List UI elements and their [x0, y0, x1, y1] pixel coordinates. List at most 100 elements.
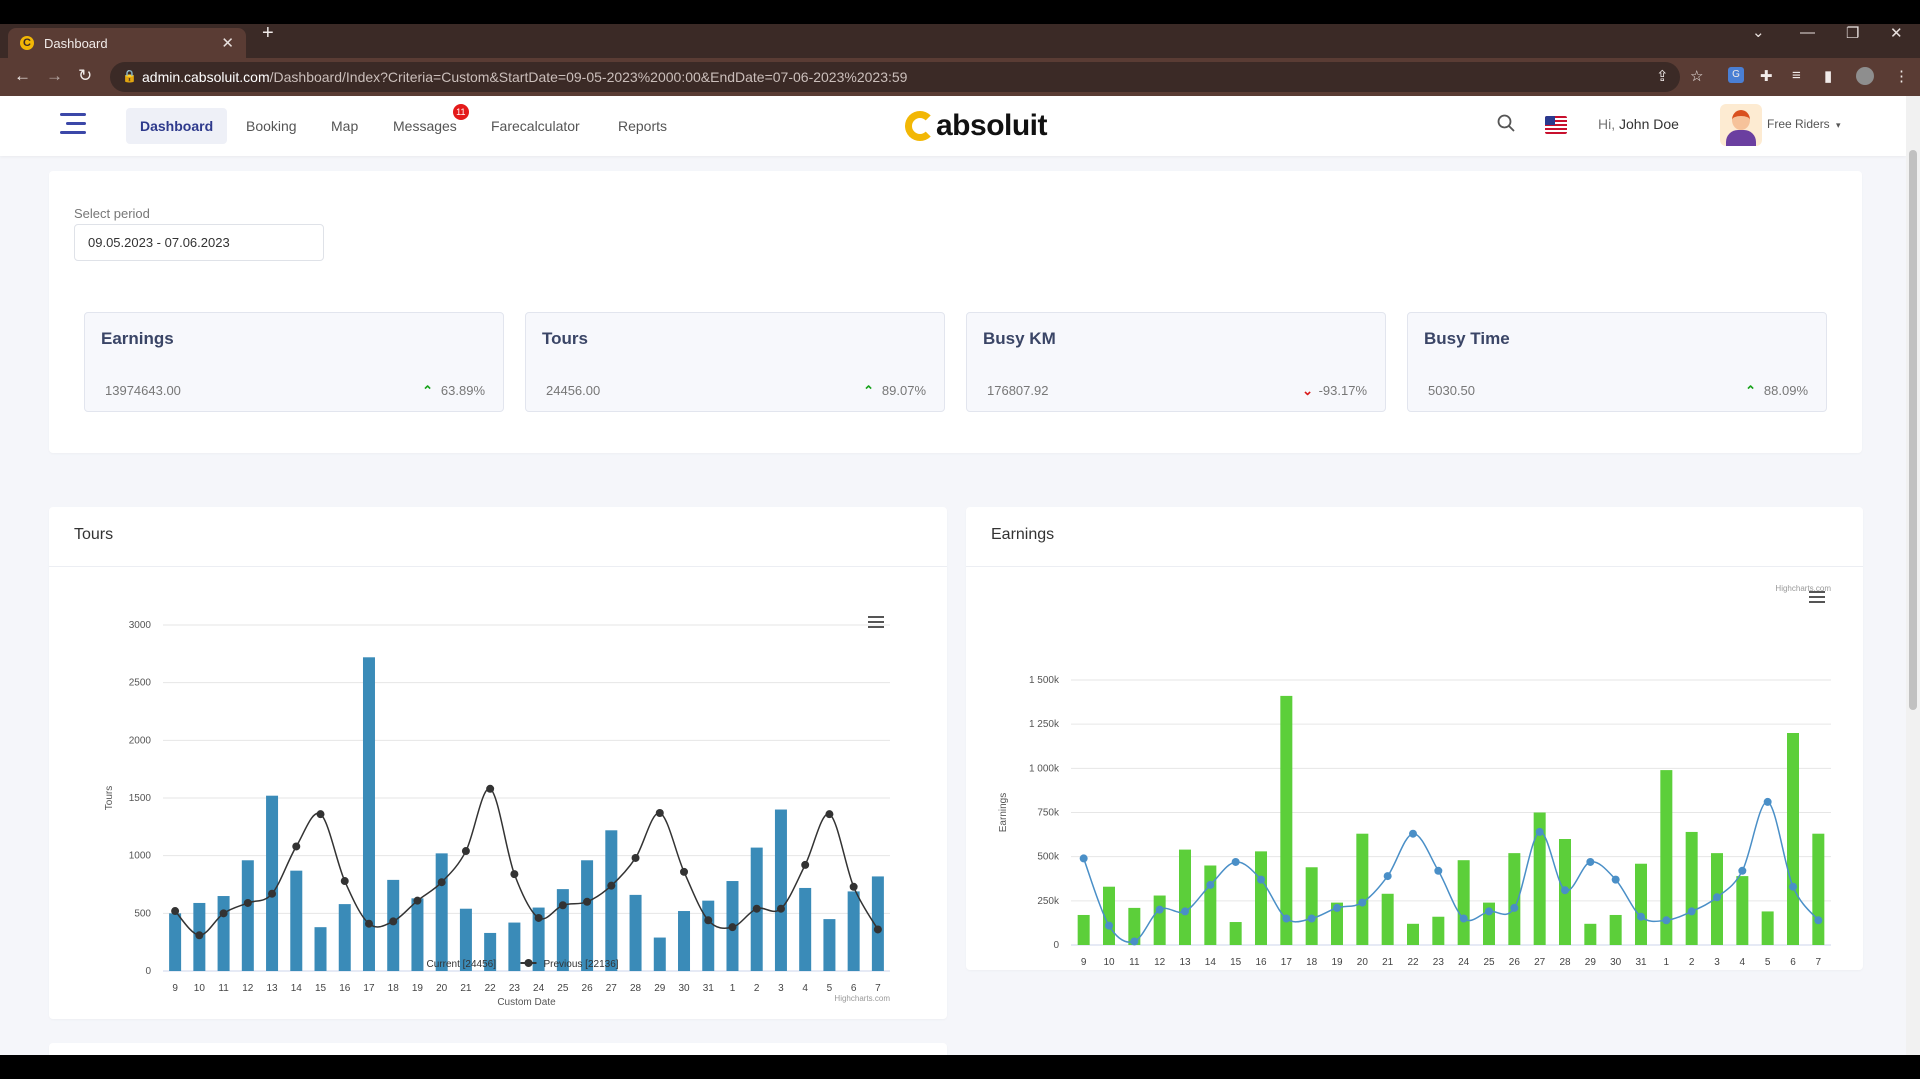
- chart-export-menu-icon[interactable]: [1809, 591, 1825, 603]
- avatar-body: [1726, 130, 1756, 146]
- chart-export-menu-icon[interactable]: [868, 616, 884, 628]
- x-tick-label: 27: [606, 983, 618, 994]
- tab-title: Dashboard: [44, 35, 108, 51]
- cabsoluit-logo[interactable]: absoluit: [905, 108, 1048, 144]
- bar: [678, 911, 691, 971]
- line-point: [1763, 797, 1772, 806]
- extensions-puzzle-icon[interactable]: ✚: [1760, 68, 1773, 85]
- bar: [1407, 923, 1419, 945]
- line-point: [1079, 854, 1088, 863]
- browser-tab-dashboard[interactable]: C Dashboard ✕: [8, 28, 246, 58]
- us-flag-icon[interactable]: [1545, 116, 1567, 134]
- nav-booking[interactable]: Booking: [246, 118, 297, 134]
- side-panel-icon[interactable]: ▮: [1824, 68, 1833, 85]
- greeting-hi: Hi,: [1598, 116, 1616, 132]
- y-tick-label: 750k: [1037, 808, 1060, 819]
- bar: [241, 860, 254, 971]
- nav-messages[interactable]: Messages 11: [379, 104, 471, 144]
- user-avatar[interactable]: [1720, 104, 1762, 146]
- line-point: [1485, 907, 1493, 916]
- x-tick-label: 30: [678, 983, 690, 994]
- earnings-panel-title: Earnings: [991, 526, 1055, 543]
- x-tick-label: 9: [1081, 957, 1087, 968]
- line-point: [510, 870, 519, 879]
- line-point: [1257, 875, 1265, 884]
- page-content: Dashboard Booking Map Messages 11 Fareca…: [0, 96, 1920, 1055]
- bar: [1280, 695, 1293, 945]
- x-tick-label: 30: [1610, 957, 1622, 968]
- bar: [1179, 849, 1191, 945]
- x-tick-label: 18: [388, 983, 400, 994]
- x-tick-label: 11: [1129, 957, 1140, 968]
- x-tick-label: 24: [1458, 957, 1470, 968]
- x-tick-label: 9: [172, 983, 178, 994]
- stat-card-busy-time: Busy Time 5030.50 ⌃ 88.09%: [1407, 312, 1827, 412]
- x-tick-label: 4: [1740, 957, 1746, 968]
- x-tick-label: 26: [1509, 957, 1521, 968]
- x-tick-label: 25: [557, 983, 569, 994]
- back-arrow-icon[interactable]: ←: [14, 66, 31, 85]
- stat-percent: 63.89%: [440, 383, 485, 398]
- bar: [1356, 833, 1369, 945]
- legend-item: Current [24456]: [427, 959, 497, 970]
- x-tick-label: 29: [654, 983, 666, 994]
- share-icon[interactable]: ⇪: [1656, 68, 1669, 85]
- line-point: [1181, 907, 1189, 916]
- bar: [169, 913, 182, 971]
- x-tick-label: 24: [533, 983, 545, 994]
- bar: [1255, 851, 1267, 945]
- bar: [338, 904, 351, 971]
- y-tick-label: 1 250k: [1029, 719, 1060, 730]
- line-point: [873, 925, 882, 934]
- stat-card-earnings: Earnings 13974643.00 ⌃ 63.89%: [84, 312, 504, 412]
- y-tick-label: 0: [145, 966, 151, 977]
- y-tick-label: 2500: [129, 678, 152, 689]
- forward-arrow-icon[interactable]: →: [46, 66, 63, 85]
- url-field[interactable]: 🔒 admin.cabsoluit.com/Dashboard/Index?Cr…: [110, 62, 1680, 92]
- line-point: [1409, 829, 1417, 838]
- line-point: [1155, 905, 1164, 914]
- hamburger-menu-icon[interactable]: [60, 113, 86, 135]
- company-dropdown[interactable]: Free Riders ▾: [1767, 117, 1841, 131]
- x-tick-label: 28: [630, 983, 642, 994]
- scrollbar-thumb[interactable]: [1909, 150, 1917, 710]
- legend-marker: [411, 958, 422, 968]
- translate-extension-icon[interactable]: G: [1728, 67, 1744, 83]
- bar: [1128, 907, 1141, 945]
- bar: [532, 907, 545, 971]
- nav-dashboard[interactable]: Dashboard: [126, 108, 228, 144]
- media-control-icon[interactable]: ≡: [1792, 67, 1801, 84]
- bookmark-star-icon[interactable]: ☆: [1690, 68, 1704, 85]
- y-tick-label: 1500: [129, 793, 152, 804]
- minimize-window-icon[interactable]: —: [1800, 24, 1815, 41]
- nav-farecalculator[interactable]: Farecalculator: [491, 118, 580, 134]
- nav-reports[interactable]: Reports: [618, 118, 668, 134]
- page-scrollbar[interactable]: [1906, 96, 1920, 1055]
- x-tick-label: 15: [315, 983, 327, 994]
- profile-avatar-icon[interactable]: [1856, 67, 1874, 85]
- line-point: [1561, 886, 1569, 895]
- nav-map[interactable]: Map: [331, 118, 359, 134]
- line-point: [1586, 857, 1595, 866]
- tab-search-chevron-icon[interactable]: ⌄: [1752, 24, 1765, 41]
- line-point: [1130, 937, 1139, 946]
- cabsoluit-favicon-icon: C: [20, 36, 34, 50]
- new-tab-icon[interactable]: +: [262, 22, 274, 44]
- trend-up-icon: ⌃: [422, 383, 433, 398]
- search-icon[interactable]: [1497, 114, 1515, 132]
- close-tab-icon[interactable]: ✕: [221, 35, 234, 52]
- line-point: [728, 923, 737, 932]
- period-date-range-input[interactable]: 09.05.2023 - 07.06.2023: [74, 224, 324, 261]
- reload-icon[interactable]: ↻: [78, 66, 93, 85]
- x-tick-label: 12: [242, 983, 254, 994]
- x-tick-label: 7: [875, 983, 881, 994]
- line-point: [195, 931, 204, 940]
- restore-window-icon[interactable]: ❐: [1846, 25, 1860, 42]
- bar: [387, 879, 400, 971]
- user-name: John Doe: [1619, 116, 1679, 132]
- line-point: [776, 904, 785, 913]
- close-window-icon[interactable]: ✕: [1890, 25, 1903, 42]
- x-tick-label: 13: [1179, 957, 1191, 968]
- browser-menu-icon[interactable]: ⋮: [1894, 68, 1909, 85]
- x-tick-label: 25: [1483, 957, 1495, 968]
